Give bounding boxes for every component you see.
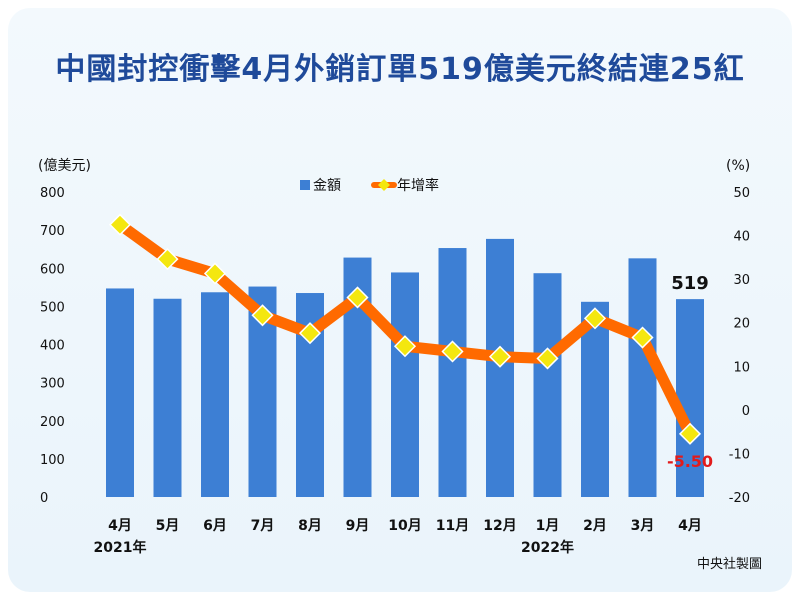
- page-title: 中國封控衝擊4月外銷訂單519億美元終結連25紅: [55, 52, 745, 87]
- line-marker: [251, 304, 274, 327]
- legend-line-label: 年增率: [397, 177, 439, 194]
- bar: [391, 272, 419, 497]
- bar: [106, 288, 134, 497]
- line-marker: [678, 422, 702, 445]
- right-tick-label: 50: [733, 186, 750, 201]
- right-axis-unit: (%): [726, 158, 750, 174]
- line-value-label: -5.50: [667, 452, 713, 471]
- bar: [581, 301, 609, 497]
- legend-line-marker: [378, 179, 390, 191]
- x-tick-label: 3月: [631, 518, 655, 534]
- right-tick-label: 10: [733, 360, 750, 375]
- bar: [153, 298, 182, 497]
- line-marker: [631, 326, 654, 349]
- bar: [628, 258, 657, 497]
- right-tick-label: 20: [733, 317, 750, 332]
- left-tick-label: 700: [40, 224, 65, 239]
- line-marker: [298, 322, 322, 345]
- right-tick-label: 40: [733, 230, 750, 245]
- x-tick-label: 5月: [156, 518, 180, 534]
- right-tick-label: -20: [729, 491, 750, 506]
- left-tick-label: 100: [40, 453, 65, 468]
- line-marker: [441, 340, 464, 363]
- x-tick-label: 4月: [678, 518, 702, 534]
- right-tick-label: -10: [729, 447, 750, 462]
- bar-value-label: 519: [671, 273, 709, 294]
- line-marker: [108, 213, 132, 236]
- legend-bar-swatch: [300, 180, 310, 190]
- bar: [533, 273, 562, 497]
- bar: [486, 238, 514, 498]
- legend-bar-label: 金額: [313, 178, 341, 194]
- left-tick-label: 200: [40, 415, 65, 430]
- x-tick-label: 4月: [108, 518, 132, 534]
- credit-label: 中央社製圖: [696, 557, 762, 572]
- year-label: 2021年: [94, 539, 147, 556]
- x-tick-label: 1月: [536, 518, 560, 534]
- left-tick-label: 300: [40, 377, 65, 392]
- line-marker: [488, 345, 512, 368]
- line-marker: [393, 335, 417, 358]
- bar: [676, 299, 704, 497]
- x-tick-label: 8月: [298, 518, 322, 534]
- x-tick-label: 10月: [388, 518, 421, 534]
- bar: [438, 248, 467, 497]
- line-marker: [583, 307, 607, 330]
- left-axis-unit: (億美元): [38, 158, 91, 174]
- right-tick-label: 30: [733, 273, 750, 288]
- bar: [201, 292, 229, 497]
- left-tick-label: 800: [40, 186, 65, 201]
- x-tick-label: 11月: [436, 518, 469, 534]
- x-tick-label: 2月: [583, 518, 607, 534]
- line-marker: [536, 347, 559, 370]
- year-label: 2022年: [521, 539, 574, 556]
- line-marker: [346, 286, 369, 309]
- left-tick-label: 600: [40, 262, 65, 277]
- x-tick-label: 7月: [251, 518, 275, 534]
- x-tick-label: 6月: [203, 518, 227, 534]
- left-tick-label: 500: [40, 300, 65, 315]
- x-tick-label: 12月: [483, 518, 516, 534]
- x-tick-label: 9月: [346, 518, 370, 534]
- left-tick-label: 0: [40, 491, 48, 506]
- line-marker: [203, 262, 227, 285]
- left-tick-label: 400: [40, 339, 65, 354]
- right-tick-label: 0: [742, 404, 750, 419]
- line-marker: [156, 248, 179, 271]
